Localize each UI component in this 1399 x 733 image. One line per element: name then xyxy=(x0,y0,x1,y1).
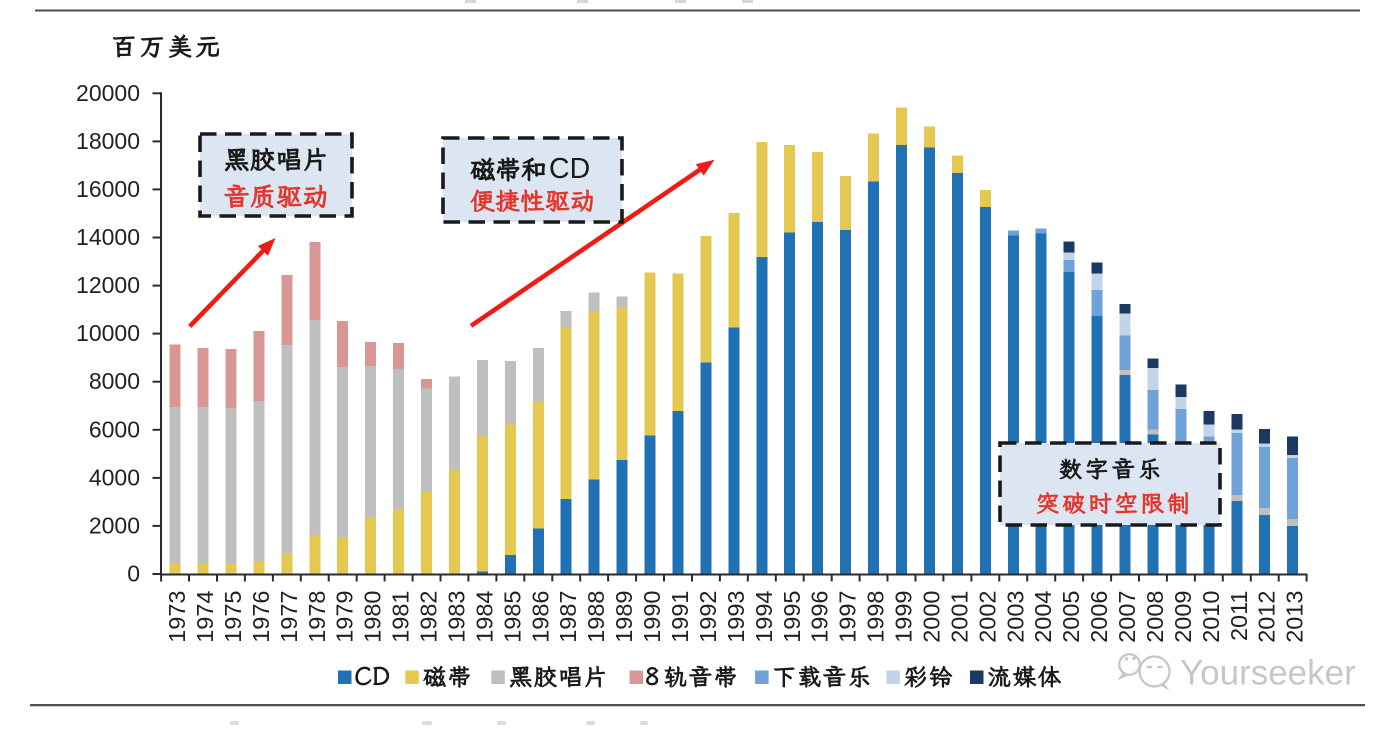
svg-text:1974: 1974 xyxy=(192,591,218,643)
svg-text:1983: 1983 xyxy=(444,591,470,643)
svg-text:1994: 1994 xyxy=(751,591,777,643)
svg-text:1998: 1998 xyxy=(863,591,889,643)
svg-text:2001: 2001 xyxy=(946,591,972,643)
svg-text:2007: 2007 xyxy=(1114,591,1140,643)
svg-text:2009: 2009 xyxy=(1170,591,1196,643)
svg-text:1993: 1993 xyxy=(723,591,749,643)
svg-text:2008: 2008 xyxy=(1142,591,1168,643)
svg-text:1978: 1978 xyxy=(304,591,330,643)
svg-text:1976: 1976 xyxy=(248,591,274,643)
svg-text:2012: 2012 xyxy=(1254,591,1280,643)
svg-text:1988: 1988 xyxy=(583,591,609,643)
svg-text:10000: 10000 xyxy=(76,320,140,346)
svg-text:1996: 1996 xyxy=(807,591,833,643)
svg-text:2011: 2011 xyxy=(1226,591,1252,642)
svg-text:2010: 2010 xyxy=(1198,591,1224,643)
svg-text:4000: 4000 xyxy=(89,464,140,490)
svg-text:12000: 12000 xyxy=(76,272,140,298)
svg-text:2005: 2005 xyxy=(1058,591,1084,643)
svg-text:14000: 14000 xyxy=(76,224,140,250)
svg-text:1975: 1975 xyxy=(220,591,246,643)
svg-text:18000: 18000 xyxy=(76,128,140,154)
svg-text:1992: 1992 xyxy=(695,591,721,643)
svg-text:1981: 1981 xyxy=(388,591,414,643)
svg-text:2006: 2006 xyxy=(1086,591,1112,643)
svg-text:20000: 20000 xyxy=(76,80,140,106)
svg-text:1977: 1977 xyxy=(276,591,302,643)
svg-text:1980: 1980 xyxy=(360,591,386,643)
svg-text:1991: 1991 xyxy=(667,591,693,643)
svg-text:2013: 2013 xyxy=(1282,591,1308,643)
svg-text:16000: 16000 xyxy=(76,176,140,202)
svg-text:1985: 1985 xyxy=(499,591,525,643)
svg-text:8000: 8000 xyxy=(89,368,140,394)
svg-text:1989: 1989 xyxy=(611,591,637,643)
svg-text:2002: 2002 xyxy=(974,591,1000,643)
svg-text:1997: 1997 xyxy=(835,591,861,643)
svg-text:1984: 1984 xyxy=(471,591,497,643)
svg-text:2000: 2000 xyxy=(89,512,140,538)
svg-text:6000: 6000 xyxy=(89,416,140,442)
svg-text:2004: 2004 xyxy=(1030,591,1056,643)
svg-text:1982: 1982 xyxy=(416,591,442,643)
svg-text:2000: 2000 xyxy=(919,591,945,643)
svg-text:Yourseeker: Yourseeker xyxy=(1180,654,1356,693)
svg-text:2003: 2003 xyxy=(1002,591,1028,643)
svg-text:1995: 1995 xyxy=(779,591,805,643)
svg-text:1973: 1973 xyxy=(164,591,190,643)
svg-text:1990: 1990 xyxy=(639,591,665,643)
svg-text:CD: CD xyxy=(549,153,590,185)
svg-text:1986: 1986 xyxy=(527,591,553,643)
svg-text:1987: 1987 xyxy=(555,591,581,643)
svg-text:0: 0 xyxy=(127,561,140,587)
svg-text:1979: 1979 xyxy=(332,591,358,643)
svg-text:1999: 1999 xyxy=(891,591,917,643)
